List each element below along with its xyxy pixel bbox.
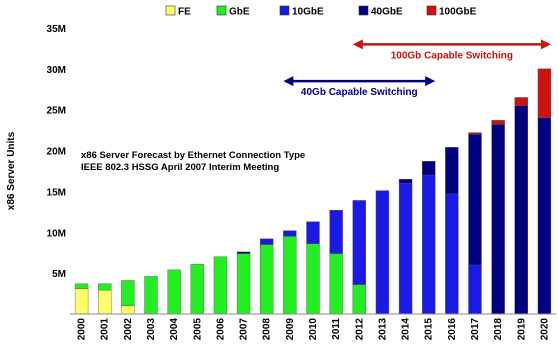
x-tick-label: 2014 [401, 318, 412, 341]
bar-segment-gbe [306, 243, 320, 315]
x-tick-label: 2011 [331, 318, 342, 340]
legend-swatch [426, 5, 437, 16]
x-tick-label: 2007 [239, 318, 250, 341]
legend-swatch [358, 5, 369, 16]
chart-annotation: x86 Server Forecast by Ethernet Connecti… [81, 150, 305, 173]
bar-segment-gbe [144, 276, 158, 315]
bar-segment-gbe [236, 253, 251, 315]
arrowhead-left [283, 76, 294, 87]
bar-segment-gbe [167, 269, 181, 315]
bar-segment-10gbe [283, 230, 297, 237]
legend-swatch [165, 5, 176, 16]
bar-segment-40gbe [468, 134, 482, 266]
y-axis-ticks: 5M 10M 15M 20M 25M 30M 35M [47, 24, 66, 280]
bar-segment-100gbe [491, 120, 505, 125]
legend-label: GbE [229, 7, 250, 18]
y-tick-label: 15M [47, 187, 66, 198]
arrowhead-right [540, 39, 551, 50]
bar-segment-100gbe [537, 68, 552, 119]
x-tick-label: 2000 [77, 318, 88, 341]
bar-segment-10gbe [306, 221, 320, 244]
x-tick-label: 2013 [377, 318, 388, 341]
x-tick-label: 2015 [424, 318, 435, 341]
x-tick-label: 2003 [146, 318, 157, 341]
arrow-label: 40Gb Capable Switching [301, 87, 418, 98]
x-tick-label: 2004 [169, 318, 180, 341]
bars [74, 68, 552, 315]
bar-segment-40gbe [491, 124, 505, 315]
bar-segment-10gbe [468, 264, 482, 315]
arrow-label: 100Gb Capable Switching [391, 50, 513, 61]
bar-segment-gbe [98, 283, 112, 291]
bar-segment-gbe [213, 256, 228, 315]
arrowhead-left [352, 39, 363, 50]
y-tick-label: 10M [47, 228, 66, 239]
legend-label: 10GbE [292, 7, 324, 18]
x-tick-label: 2001 [100, 318, 111, 341]
x-tick-label: 2012 [354, 318, 365, 341]
bar-segment-10gbe [260, 238, 274, 245]
legend: FE GbE 10GbE 40GbE 100GbE [165, 5, 477, 18]
arrows: 100Gb Capable Switching 40Gb Capable Swit… [283, 39, 551, 98]
x-tick-label: 2002 [123, 318, 134, 341]
y-tick-label: 5M [52, 269, 66, 280]
x-tick-label: 2008 [262, 318, 273, 341]
x-tick-label: 2020 [539, 318, 550, 341]
x-tick-label: 2016 [447, 318, 458, 341]
bar-segment-gbe [352, 284, 366, 315]
annotation-line: IEEE 802.3 HSSG April 2007 Interim Meeti… [81, 162, 279, 173]
y-axis-label: x86 Server Units [6, 131, 17, 210]
y-tick-label: 25M [47, 106, 66, 117]
bar-segment-gbe [283, 236, 297, 315]
bar-segment-10gbe [398, 183, 413, 315]
x-tick-label: 2018 [493, 318, 504, 341]
legend-swatch [216, 5, 227, 16]
legend-label: 40GbE [371, 7, 403, 18]
x-axis-ticks: 2000 2001 2002 2003 2004 2005 2006 2007 2008 2009… [77, 318, 551, 341]
y-tick-label: 30M [47, 65, 66, 76]
bar-segment-40gbe [422, 160, 436, 176]
bar-segment-gbe [74, 283, 89, 289]
bar-segment-gbe [121, 280, 135, 307]
x-tick-label: 2017 [470, 318, 481, 341]
legend-label: FE [178, 7, 191, 18]
bar-segment-fe [121, 305, 135, 315]
bar-segment-40gbe [537, 117, 552, 315]
bar-segment-10gbe [445, 193, 459, 315]
x-tick-label: 2006 [215, 318, 226, 341]
bar-segment-100gbe [468, 132, 482, 135]
bar-segment-fe [74, 288, 89, 315]
bar-segment-40gbe [398, 178, 413, 184]
bar-segment-gbe [260, 244, 274, 315]
bar-segment-10gbe [375, 190, 390, 315]
x-tick-label: 2009 [285, 318, 296, 341]
y-tick-label: 20M [47, 147, 66, 158]
legend-swatch [279, 5, 290, 16]
bar-segment-10gbe [329, 210, 343, 254]
bar-segment-40gbe [236, 251, 251, 254]
bar-segment-10gbe [352, 200, 366, 285]
bar-segment-100gbe [514, 97, 528, 106]
bar-segment-gbe [190, 263, 204, 315]
bar-segment-40gbe [514, 105, 528, 315]
arrowhead-right [425, 76, 436, 87]
x-tick-label: 2019 [516, 318, 527, 341]
bar-segment-fe [98, 290, 112, 315]
bar-segment-10gbe [422, 174, 436, 315]
bar-segment-40gbe [445, 147, 459, 195]
x-tick-label: 2005 [192, 318, 203, 341]
annotation-line: x86 Server Forecast by Ethernet Connecti… [81, 150, 305, 161]
legend-label: 100GbE [439, 7, 477, 18]
x-tick-label: 2010 [308, 318, 319, 341]
y-tick-label: 35M [47, 24, 66, 35]
bar-segment-gbe [329, 253, 343, 315]
